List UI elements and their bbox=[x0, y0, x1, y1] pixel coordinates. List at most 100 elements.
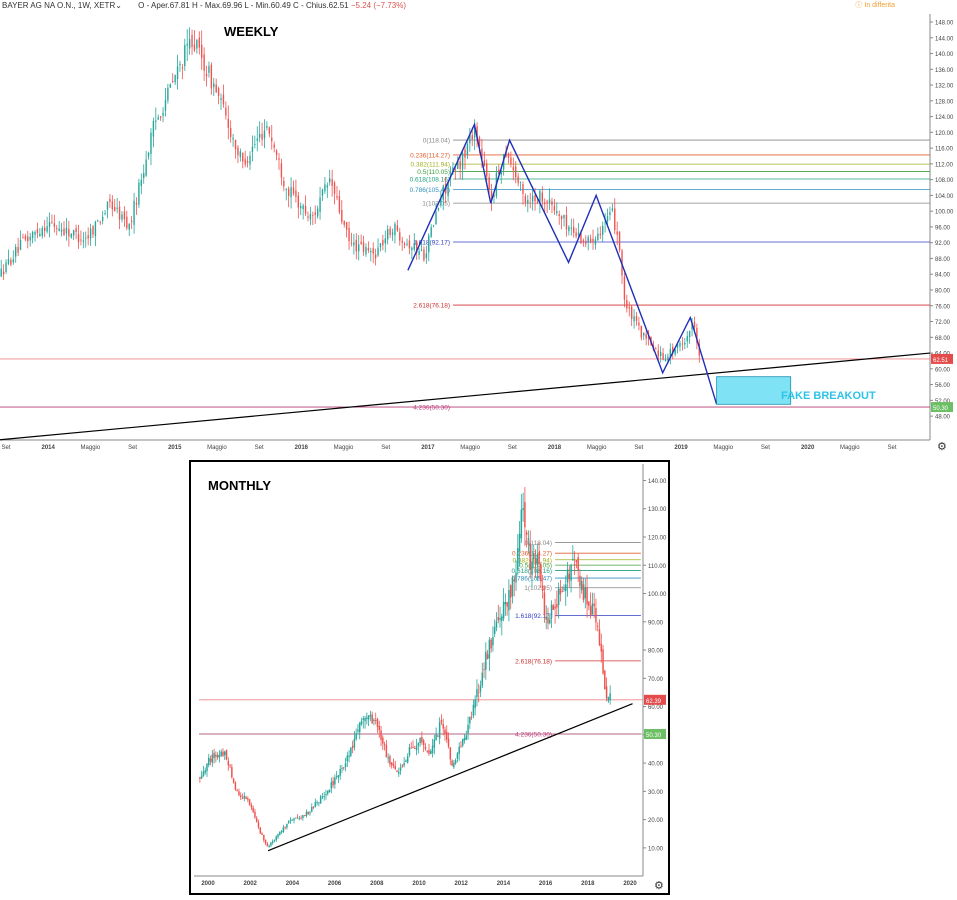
candle-body bbox=[428, 750, 430, 754]
y-tick-label: 128.00 bbox=[935, 99, 954, 105]
candle-body bbox=[215, 84, 217, 93]
candle-body bbox=[273, 144, 275, 148]
candle-body bbox=[248, 799, 251, 806]
candle-body bbox=[338, 196, 341, 213]
candle-body bbox=[287, 188, 290, 197]
candle-body bbox=[351, 746, 354, 749]
candle-body bbox=[51, 221, 53, 223]
candle-body bbox=[598, 629, 601, 646]
y-tick-label: 84.00 bbox=[935, 273, 951, 279]
y-tick-label: 88.00 bbox=[935, 257, 951, 263]
candle-body bbox=[140, 179, 143, 187]
y-tick-label: 100.00 bbox=[935, 210, 954, 216]
candle-body bbox=[575, 560, 578, 563]
candle-body bbox=[145, 159, 147, 176]
candle-body bbox=[557, 588, 560, 605]
candle-body bbox=[332, 780, 334, 786]
candle-body bbox=[186, 43, 188, 46]
candle-body bbox=[558, 214, 560, 217]
candle-body bbox=[143, 173, 145, 178]
candle-body bbox=[209, 758, 212, 762]
candle-body bbox=[296, 817, 299, 819]
candle-body bbox=[220, 98, 222, 100]
candle-body bbox=[431, 745, 434, 754]
candle-body bbox=[527, 199, 529, 204]
gear-icon[interactable]: ⚙ bbox=[654, 880, 664, 892]
candle-body bbox=[509, 585, 512, 598]
candle-body bbox=[232, 778, 235, 783]
candle-body bbox=[330, 782, 333, 789]
candle-body bbox=[469, 134, 471, 144]
candle-body bbox=[605, 686, 608, 699]
candle-body bbox=[339, 769, 341, 776]
candle-body bbox=[48, 221, 51, 227]
candle-body bbox=[607, 697, 610, 701]
symbol-label[interactable]: BAYER AG NA O.N., 1W, XETR bbox=[2, 1, 116, 10]
candle-body bbox=[304, 205, 307, 214]
candle-body bbox=[396, 770, 398, 772]
candle-body bbox=[681, 343, 684, 345]
candle-body bbox=[401, 765, 404, 767]
candle-body bbox=[492, 637, 494, 646]
x-tick-label: 2012 bbox=[455, 881, 469, 887]
candle-body bbox=[524, 196, 527, 204]
candle-body bbox=[344, 763, 347, 768]
candle-body bbox=[202, 771, 205, 776]
candle-body bbox=[358, 722, 361, 733]
candle-body bbox=[415, 241, 418, 253]
current-price-badge-label: 62.51 bbox=[933, 358, 949, 364]
candle-body bbox=[582, 240, 585, 242]
candle-body bbox=[270, 842, 272, 846]
candle-body bbox=[589, 606, 592, 617]
candle-body bbox=[300, 206, 302, 209]
x-tick-label: Set bbox=[761, 445, 770, 451]
candle-body bbox=[430, 750, 432, 755]
candle-body bbox=[394, 223, 396, 236]
delay-status-label: In differita bbox=[864, 2, 895, 9]
candle-body bbox=[399, 232, 401, 241]
y-tick-label: 136.00 bbox=[935, 68, 954, 74]
candle-body bbox=[246, 161, 249, 163]
candle-body bbox=[206, 763, 208, 772]
candle-body bbox=[643, 332, 645, 336]
candle-body bbox=[152, 120, 155, 137]
candle-body bbox=[353, 242, 355, 246]
candle-body bbox=[101, 216, 104, 221]
gear-icon[interactable]: ⚙ bbox=[937, 441, 947, 453]
candle-body bbox=[128, 223, 130, 230]
x-tick-label: Maggio bbox=[460, 445, 480, 451]
candle-body bbox=[437, 735, 439, 737]
x-tick-label: 2014 bbox=[42, 445, 56, 451]
candle-body bbox=[17, 246, 19, 253]
candle-body bbox=[297, 195, 300, 208]
candle-body bbox=[387, 229, 389, 240]
y-tick-label: 104.00 bbox=[935, 194, 954, 200]
candle-body bbox=[548, 199, 551, 203]
candle-body bbox=[205, 73, 208, 77]
candle-body bbox=[541, 192, 543, 202]
x-tick-label: Maggio bbox=[840, 445, 860, 451]
x-tick-label: Maggio bbox=[334, 445, 354, 451]
chevron-down-icon[interactable]: ⌄ bbox=[115, 1, 122, 10]
candle-body bbox=[478, 137, 481, 147]
candle-body bbox=[203, 54, 205, 71]
candle-body bbox=[106, 201, 109, 210]
candle-body bbox=[321, 189, 324, 196]
candle-body bbox=[614, 208, 616, 231]
candle-body bbox=[467, 724, 469, 733]
monthly-title: MONTHLY bbox=[208, 478, 272, 493]
candle-body bbox=[225, 107, 227, 116]
candle-body bbox=[481, 148, 483, 160]
candle-body bbox=[686, 336, 688, 342]
candle-body bbox=[373, 719, 375, 722]
candle-body bbox=[369, 714, 372, 717]
candle-body bbox=[604, 222, 606, 224]
candle-body bbox=[357, 729, 359, 732]
candle-body bbox=[424, 746, 427, 749]
candle-body bbox=[435, 212, 437, 225]
candle-body bbox=[211, 754, 214, 763]
candle-body bbox=[92, 226, 94, 235]
candle-body bbox=[275, 836, 278, 841]
candle-body bbox=[476, 126, 478, 142]
candle-body bbox=[348, 755, 350, 757]
